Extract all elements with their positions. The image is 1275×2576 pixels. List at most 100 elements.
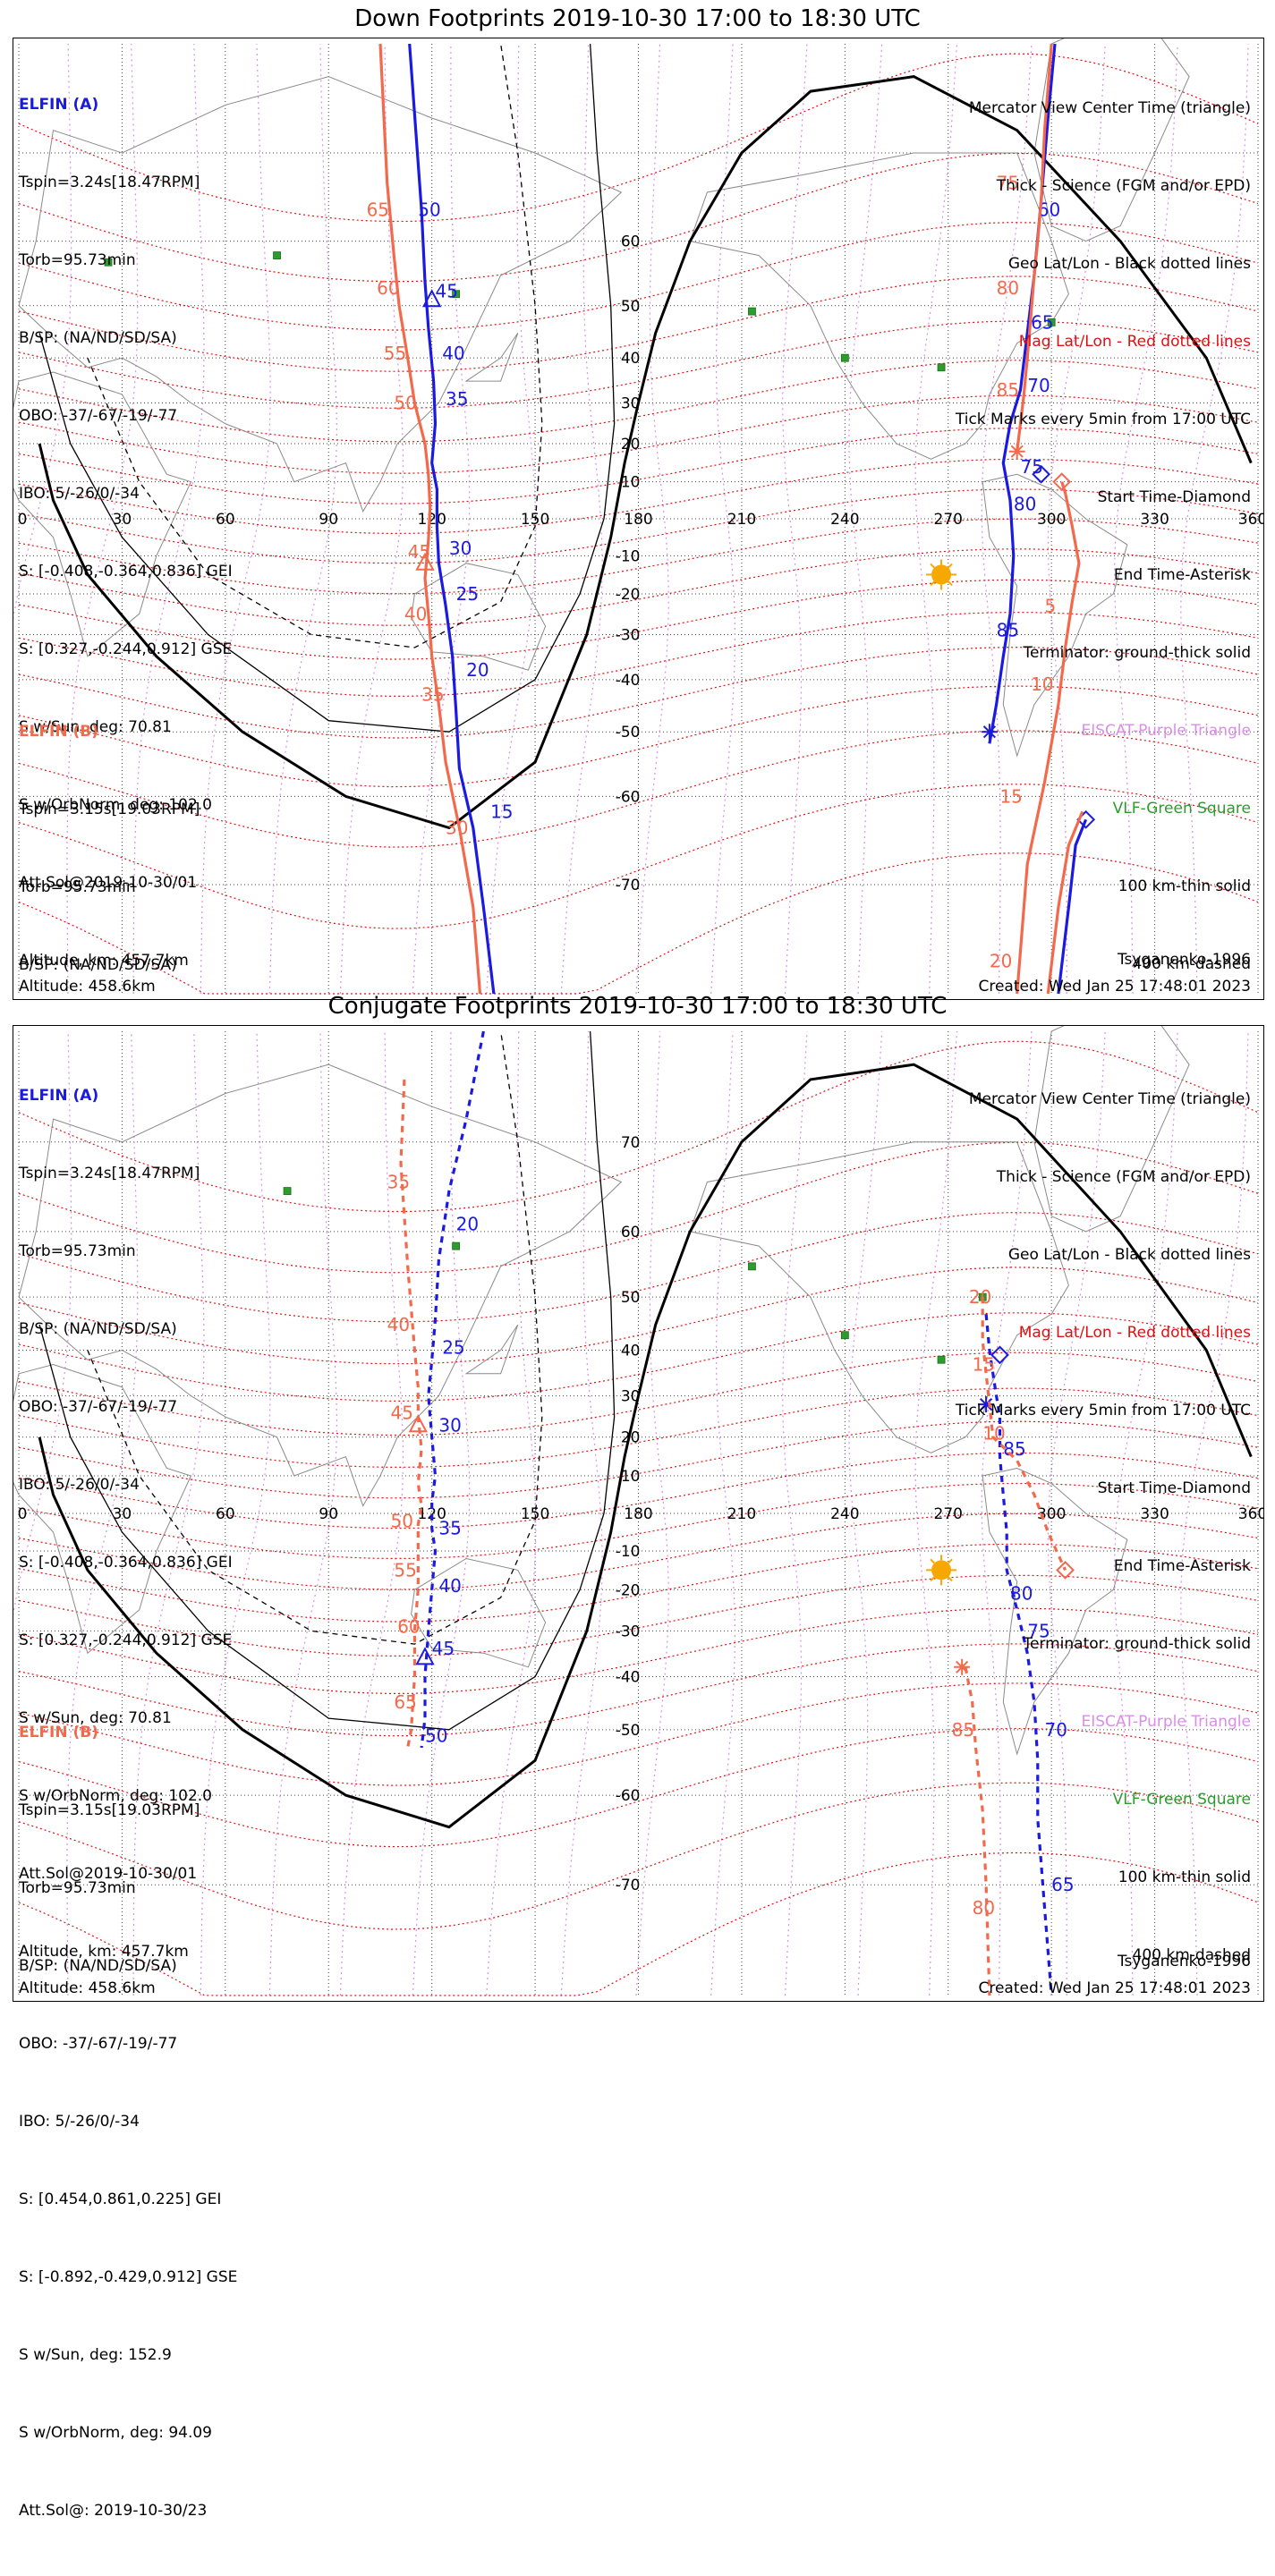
elfin-a-info: ELFIN (A) Tspin=3.24s[18.47RPM] Torb=95.…: [19, 40, 233, 1026]
continent-outlines: [13, 38, 1190, 758]
lon-tick-label: 330: [1140, 511, 1169, 529]
vlf-square: [1047, 318, 1056, 326]
mag-latitude-line: [18, 685, 1259, 788]
conjugate-footprints-panel: 0 30 60 90 120 150 180 210 240 270 300 330 360 70 60 50…: [13, 1025, 1264, 2520]
elfin-a-line: S w/Sun, deg: 70.81: [19, 1709, 172, 1727]
geo-grid: [18, 44, 1259, 994]
elfin-a-tick-label: 85: [1003, 1438, 1025, 1460]
terminator-100km: [38, 1030, 616, 1731]
continent-outline: [18, 76, 623, 513]
elfin-a-tick-label: 20: [456, 1213, 479, 1234]
terminator-100km: [38, 43, 616, 733]
legend-line: Mag Lat/Lon - Red dotted lines: [1018, 1324, 1251, 1342]
vlf-square: [937, 1355, 946, 1364]
mag-grid: [18, 53, 1259, 995]
elfin-b-tick-label: 55: [384, 343, 406, 364]
continent-outlines: [13, 1026, 1190, 1756]
elfin-a-line: S: [0.327,-0.244,0.912] GSE: [19, 1631, 233, 1649]
elfin-a-tick-label: 65: [1051, 1874, 1074, 1895]
mag-latitude-line: [18, 53, 1259, 223]
lon-tick-label: 270: [934, 511, 963, 529]
elfin-a-tick-label: 75: [1027, 1620, 1050, 1641]
eiscat-line: [560, 1030, 603, 1996]
elfin-b-altitude: Altitude: 458.6km: [19, 978, 156, 996]
lon-tick-label: 60: [216, 511, 235, 529]
legend-line: Terminator: ground-thick solid: [1023, 644, 1251, 662]
start-time-diamond: [990, 1345, 1009, 1365]
created-timestamp: Created: Wed Jan 25 17:48:01 2023: [978, 978, 1251, 996]
eiscat-line: [1114, 1030, 1178, 1996]
lat-tick-label: -60: [616, 788, 641, 806]
sun-ray: [948, 1558, 953, 1564]
sun-disk: [931, 1560, 952, 1580]
elfin-a-tick-label: 80: [1010, 1583, 1033, 1605]
vlf-square: [452, 290, 460, 299]
sun-ray: [930, 1558, 935, 1564]
lat-tick-label: -60: [616, 1787, 641, 1805]
elfin-a-footprint: 50 45 40 35 30 25 20 15 60 65 70 75 80 85: [408, 43, 1096, 995]
sun-ray: [948, 563, 953, 569]
mag-latitude-line: [18, 152, 1259, 283]
eiscat-line: [412, 1031, 471, 1996]
lon-tick-label: 330: [1140, 1505, 1169, 1523]
sun-icon: [926, 559, 957, 590]
lat-tick-label: 60: [621, 233, 641, 251]
elfin-a-footprint: 20 25 30 35 40 45 50 85 80 75 70 65: [415, 1030, 1075, 1996]
eiscat-line: [560, 43, 603, 995]
legend-line: 100 km-thin solid: [1118, 1868, 1251, 1886]
elfin-b-tick-label: 30: [446, 818, 468, 839]
lon-tick-label: 0: [18, 1505, 28, 1523]
elfin-a-tick-label: 35: [446, 388, 468, 410]
elfin-b-footprint: 65 60 55 50 45 40 35 30 75 80 85 5 10 15 20: [367, 43, 1084, 995]
eiscat-line: [782, 1030, 808, 1996]
lat-tick-label: -50: [616, 1722, 641, 1740]
elfin-b-tick-label: 50: [391, 1510, 413, 1531]
elfin-b-track: [1016, 43, 1053, 452]
lon-tick-label: 30: [113, 511, 132, 529]
legend-line: EISCAT-Purple Triangle: [1081, 722, 1251, 740]
lat-tick-label: 30: [621, 1388, 641, 1406]
elfin-b-tick-label: 10: [1031, 674, 1053, 695]
legend-line: Tick Marks every 5min from 17:00 UTC: [955, 411, 1251, 428]
lat-tick-label: 50: [621, 298, 641, 316]
legend-line: 400 km-dashed: [1132, 955, 1251, 973]
elfin-b-tick-label: 65: [394, 1691, 416, 1713]
elfin-b-line: Torb=95.73min: [19, 878, 136, 896]
center-time-triangle: [408, 1414, 428, 1433]
start-time-diamond: [1056, 1560, 1075, 1580]
eiscat-line: [914, 1030, 958, 1996]
elfin-b-track: [964, 1666, 991, 1996]
elfin-b-line: B/SP: (NA/ND/SD/SA): [19, 956, 177, 974]
legend-line: 100 km-thin solid: [1118, 877, 1251, 895]
elfin-a-line: S: [-0.408,-0.364,0.836] GEI: [19, 1554, 233, 1572]
map-legend: Mercator View Center Time (triangle) Thi…: [956, 44, 1251, 1030]
legend-line: End Time-Asterisk: [1113, 1557, 1251, 1575]
mag-latitude-line: [18, 320, 1259, 409]
legend-line: VLF-Green Square: [1112, 800, 1251, 818]
sun-disk: [931, 564, 952, 585]
elfin-a-line: Att.Sol@2019-10-30/01: [19, 1865, 198, 1883]
elfin-b-tick-label: 80: [973, 1897, 995, 1919]
mag-latitude-line: [18, 1574, 1259, 1657]
elfin-a-track: [408, 43, 496, 995]
legend-line: Terminator: ground-thick solid: [1023, 1635, 1251, 1653]
lon-tick-label: 120: [417, 511, 446, 529]
elfin-b-tick-label: 85: [952, 1719, 974, 1741]
lat-tick-label: 20: [621, 1429, 641, 1447]
sun-ray: [930, 1576, 935, 1582]
lon-tick-label: 90: [319, 1505, 338, 1523]
continent-outline: [982, 473, 1128, 758]
elfin-a-tick-label: 75: [1021, 456, 1043, 478]
elfin-a-line: OBO: -37/-67/-19/-77: [19, 1398, 178, 1416]
vlf-square: [840, 1331, 849, 1340]
mag-latitude-line: [18, 1141, 1259, 1274]
lon-tick-label: 60: [216, 1505, 235, 1523]
bottom-panel-title: Conjugate Footprints 2019-10-30 17:00 to…: [327, 993, 948, 1020]
end-time-asterisk: [982, 725, 996, 739]
mag-latitude-line: [18, 548, 1259, 626]
terminator: [38, 1030, 1253, 1829]
terminator: [38, 43, 1253, 830]
elfin-a-line: Torb=95.73min: [19, 1242, 136, 1260]
lat-tick-label: 50: [621, 1289, 641, 1307]
vlf-square: [840, 353, 849, 362]
